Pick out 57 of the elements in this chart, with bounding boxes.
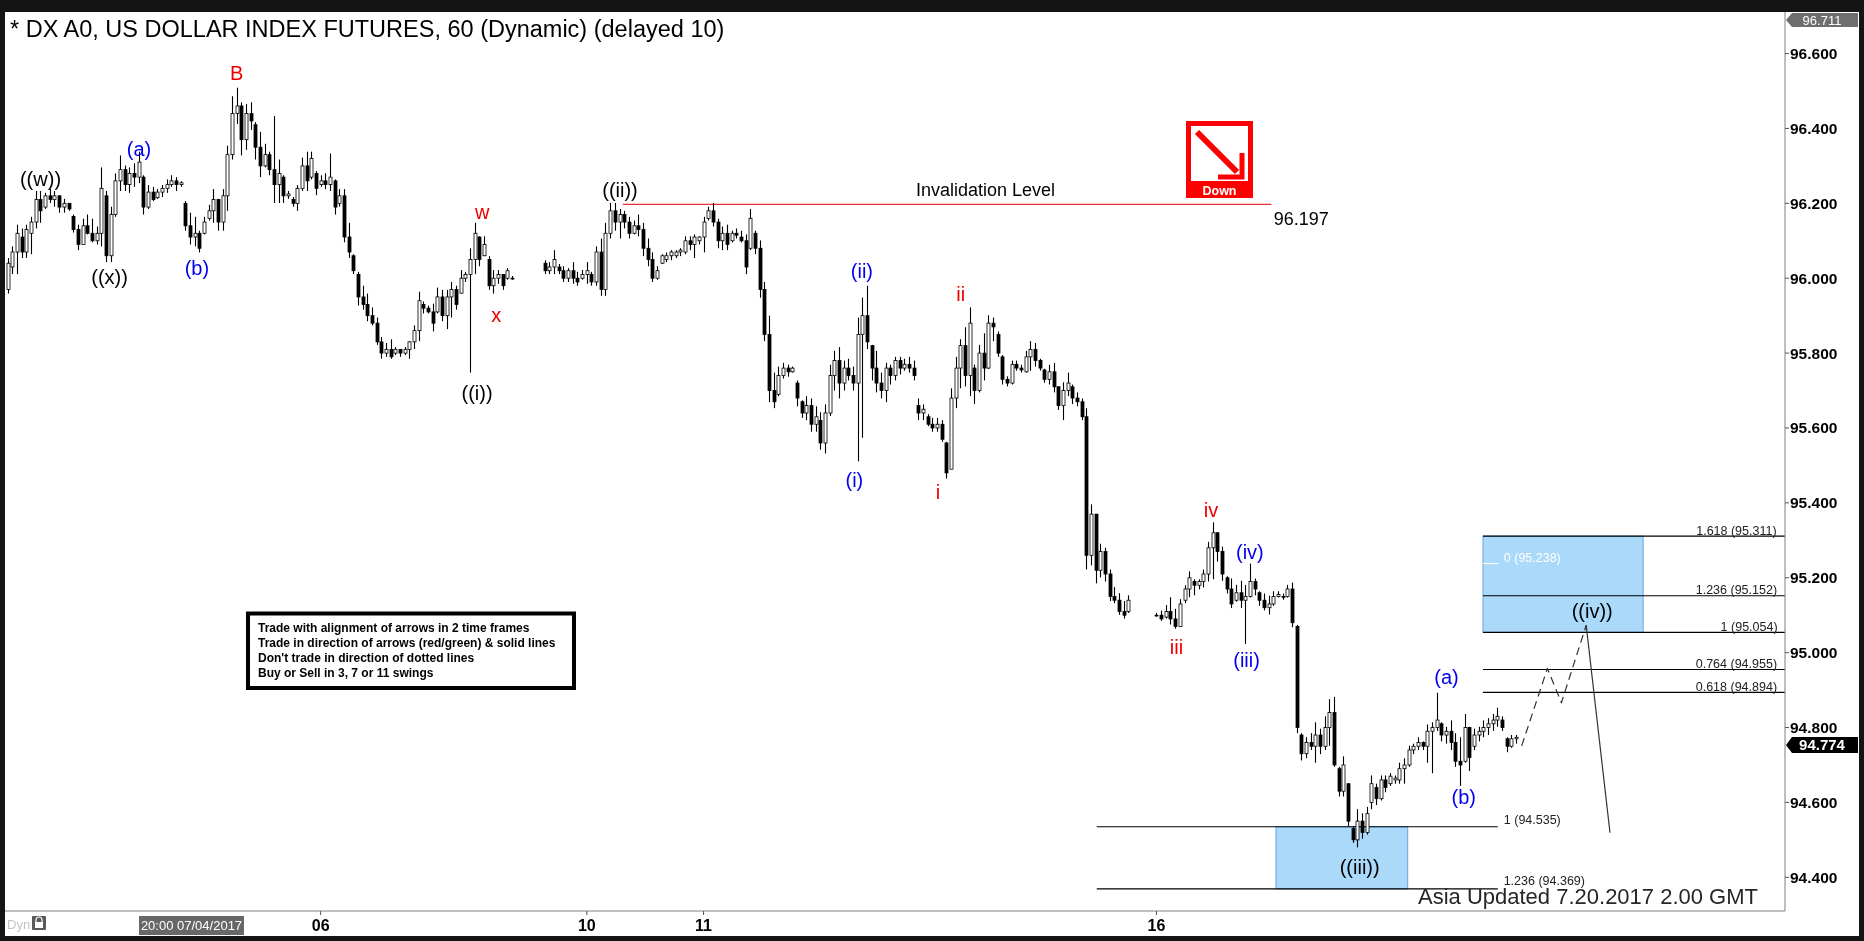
y-tick-label: 96.400 xyxy=(1790,119,1838,137)
annotation: ((x)) xyxy=(91,266,128,289)
annotation: (a) xyxy=(126,137,152,160)
annotation: i xyxy=(935,481,941,504)
annotation: (a) xyxy=(1434,666,1459,689)
candlestick xyxy=(1337,766,1342,797)
candlestick xyxy=(795,379,800,407)
annotation: (b) xyxy=(1451,785,1477,808)
x-tick-label: 06 xyxy=(311,917,330,934)
annotation: Trade in direction of arrows (red/green) & solid lines xyxy=(258,636,556,651)
y-tick-label: 94.400 xyxy=(1790,868,1838,886)
annotation: 96.197 xyxy=(1273,208,1329,229)
annotation: Don't trade in direction of dotted lines xyxy=(258,650,475,665)
annotation: (ii) xyxy=(850,260,874,283)
ref-line-label: 1.618 (95.311) xyxy=(1696,523,1777,538)
annotation: iii xyxy=(1169,636,1184,659)
annotation: ((ii)) xyxy=(602,179,638,202)
annotation: ((iii)) xyxy=(1339,856,1380,879)
annotation: Trade with alignment of arrows in 2 time frames xyxy=(258,621,530,636)
text: Dyn xyxy=(7,917,31,932)
annotation: (iii) xyxy=(1233,648,1260,671)
x-tick-label: 16 xyxy=(1147,917,1166,934)
annotation: B xyxy=(229,61,244,84)
text: 96.711 xyxy=(1802,12,1842,28)
y-tick-label: 95.600 xyxy=(1790,419,1838,437)
y-tick-label: 94.600 xyxy=(1790,793,1838,811)
annotation: ((iv)) xyxy=(1571,600,1613,622)
y-tick-label: 96.000 xyxy=(1790,269,1838,287)
ref-line-label: 0.764 (94.955) xyxy=(1695,656,1778,671)
ref-line-label: Invalidation Level xyxy=(915,180,1056,201)
y-tick-label: 95.800 xyxy=(1790,344,1838,362)
ref-line-label: 0.618 (94.894) xyxy=(1695,679,1778,694)
y-tick-label: 95.200 xyxy=(1790,569,1838,587)
annotation: (iv) xyxy=(1236,541,1264,563)
ref-line-label: 1 (95.054) xyxy=(1720,619,1778,634)
y-tick-label: 94.800 xyxy=(1790,718,1838,736)
annotation: Buy or Sell in 3, 7 or 11 swings xyxy=(258,665,434,680)
annotation: iv xyxy=(1203,499,1219,522)
ref-line-label: 0 (95.238) xyxy=(1503,550,1561,565)
annotation: ((w)) xyxy=(19,168,62,191)
y-tick-label: 95.000 xyxy=(1790,644,1838,662)
annotation: ((i)) xyxy=(461,381,493,404)
y-tick-label: 96.600 xyxy=(1790,44,1838,62)
annotation: Down xyxy=(1202,183,1237,198)
annotation: (i) xyxy=(845,468,864,491)
y-tick-label: 96.200 xyxy=(1790,194,1838,212)
x-tick-label: 11 xyxy=(695,917,713,934)
x-tick-label: 10 xyxy=(577,917,596,934)
text: 94.774 xyxy=(1799,736,1846,754)
annotation: x xyxy=(491,303,502,326)
annotation: ii xyxy=(956,283,966,306)
ref-line-label: 1.236 (95.152) xyxy=(1695,583,1778,598)
annotation: (b) xyxy=(184,257,210,280)
annotation: w xyxy=(473,201,490,223)
chart-title: * DX A0, US DOLLAR INDEX FUTURES, 60 (Dynamic) (delayed 10) xyxy=(10,16,725,42)
y-tick-label: 95.400 xyxy=(1790,494,1838,512)
ref-line-label: 1 (94.535) xyxy=(1503,813,1561,828)
